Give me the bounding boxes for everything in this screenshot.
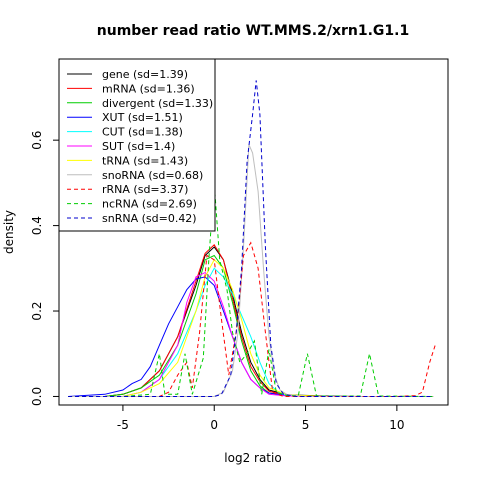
legend-item-label: divergent (sd=1.33) xyxy=(102,97,213,110)
y-tick-label: 0.6 xyxy=(30,131,44,150)
legend: gene (sd=1.39)mRNA (sd=1.36) divergent (s… xyxy=(58,58,216,232)
series-line xyxy=(68,241,436,397)
series-line xyxy=(68,258,434,397)
legend-item-label: mRNA (sd=1.36) xyxy=(102,82,195,95)
chart-title: number read ratio WT.MMS.2/xrn1.G1.1 xyxy=(97,23,409,39)
legend-item-label: rRNA (sd=3.37) xyxy=(102,183,188,196)
x-tick-label: 10 xyxy=(389,418,404,432)
y-axis: 0.0 0.2 0.4 0.6 xyxy=(30,131,60,406)
legend-item-label: snRNA (sd=0.42) xyxy=(102,212,197,225)
y-tick-label: 0.0 xyxy=(30,387,44,406)
legend-item-label: XUT (sd=1.51) xyxy=(102,111,183,124)
legend-box xyxy=(58,58,216,232)
legend-item-label: snoRNA (sd=0.68) xyxy=(102,169,203,182)
y-tick-label: 0.4 xyxy=(30,216,44,235)
x-tick-label: 5 xyxy=(302,418,310,432)
series-line xyxy=(68,182,434,397)
x-tick-label: 0 xyxy=(210,418,218,432)
x-tick-label: -5 xyxy=(117,418,129,432)
legend-item-label: ncRNA (sd=2.69) xyxy=(102,198,197,211)
series-line xyxy=(68,272,434,397)
legend-item-label: CUT (sd=1.38) xyxy=(102,126,183,139)
y-tick-label: 0.2 xyxy=(30,301,44,320)
series-line xyxy=(68,267,434,397)
series-lines xyxy=(68,80,436,397)
series-line xyxy=(68,244,434,397)
y-axis-label: density xyxy=(2,210,16,254)
x-axis: -5 0 5 10 xyxy=(117,404,405,432)
series-line xyxy=(68,246,434,397)
series-line xyxy=(68,80,434,397)
series-line xyxy=(68,254,434,397)
series-line xyxy=(68,276,434,397)
legend-item-label: tRNA (sd=1.43) xyxy=(102,154,188,167)
x-axis-label: log2 ratio xyxy=(224,451,281,465)
legend-item-label: SUT (sd=1.4) xyxy=(102,140,175,153)
legend-item-label: gene (sd=1.39) xyxy=(102,68,188,81)
